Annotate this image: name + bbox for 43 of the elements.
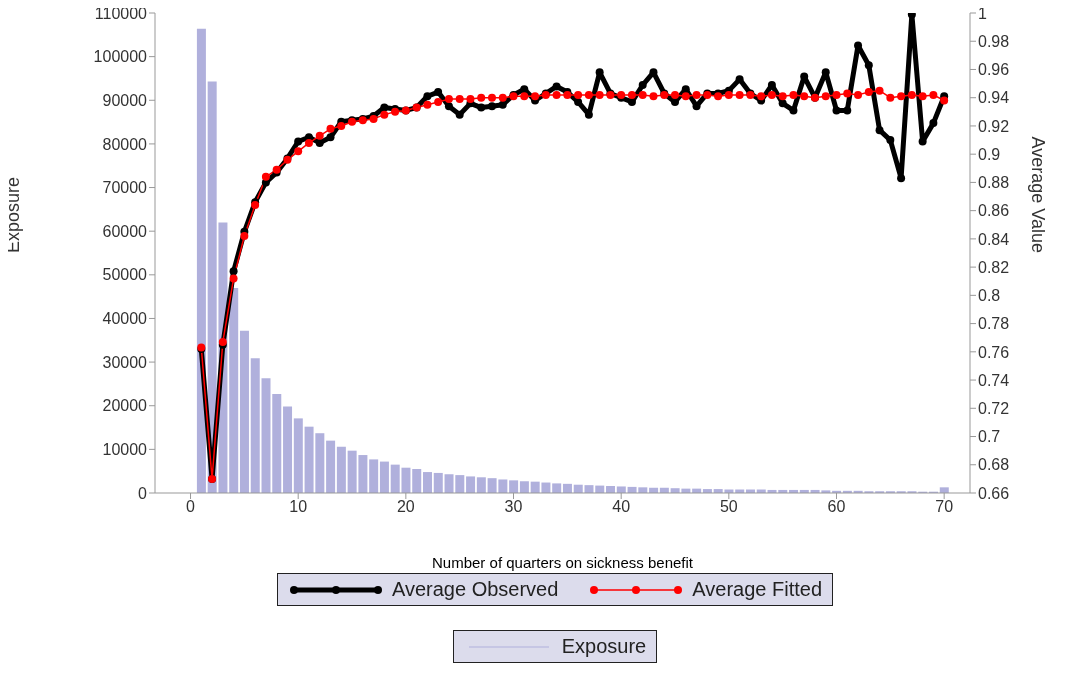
x-tick-label: 20	[396, 498, 415, 516]
y2-tick-label: 1	[978, 4, 987, 22]
y-tick-label: 40000	[102, 310, 148, 328]
y2-tick-label: 0.66	[978, 484, 1010, 502]
y2-tick-label: 0.96	[978, 61, 1010, 79]
y2-tick-label: 0.72	[978, 399, 1010, 417]
y2-tick-label: 0.98	[978, 32, 1010, 50]
y-tick-label: 90000	[102, 91, 148, 109]
y-tick-label: 110000	[94, 4, 148, 22]
y2-tick-label: 0.74	[978, 371, 1010, 389]
y2-tick-label: 0.68	[978, 456, 1010, 474]
x-tick-label: 60	[827, 498, 846, 516]
y2-axis-title: Average Value	[1027, 136, 1048, 253]
y-tick-label: 100000	[93, 48, 148, 66]
y2-tick-label: 0.82	[978, 258, 1010, 276]
y2-tick-label: 0.92	[978, 117, 1010, 135]
y-tick-label: 0	[138, 484, 148, 502]
x-tick-label: 0	[186, 498, 196, 516]
y-tick-label: 80000	[102, 135, 148, 153]
y-tick-label: 60000	[102, 222, 148, 240]
y2-tick-label: 0.8	[978, 287, 1001, 305]
y-tick-label: 30000	[102, 353, 148, 371]
y2-tick-label: 0.9	[978, 145, 1001, 163]
y-tick-label: 70000	[102, 179, 148, 197]
x-tick-label: 50	[719, 498, 738, 516]
y-tick-label: 10000	[102, 441, 148, 459]
legend-label: Exposure	[561, 635, 647, 658]
y2-tick-label: 0.94	[978, 89, 1010, 107]
x-tick-label: 40	[612, 498, 631, 516]
x-tick-label: 10	[289, 498, 308, 516]
y2-tick-label: 0.78	[978, 315, 1010, 333]
y2-tick-label: 0.88	[978, 174, 1010, 192]
y-tick-label: 50000	[102, 266, 148, 284]
x-axis-title: Number of quarters on sickness benefit	[432, 554, 694, 571]
x-tick-label: 70	[935, 498, 954, 516]
y2-tick-label: 0.76	[978, 343, 1010, 361]
y2-tick-label: 0.86	[978, 202, 1010, 220]
y2-tick-label: 0.84	[978, 230, 1010, 248]
x-tick-label: 30	[504, 498, 523, 516]
legend-label: Average Fitted	[692, 578, 823, 601]
y-tick-label: 20000	[102, 397, 148, 415]
legend-label: Average Observed	[391, 578, 559, 601]
y2-tick-label: 0.7	[978, 428, 1001, 446]
